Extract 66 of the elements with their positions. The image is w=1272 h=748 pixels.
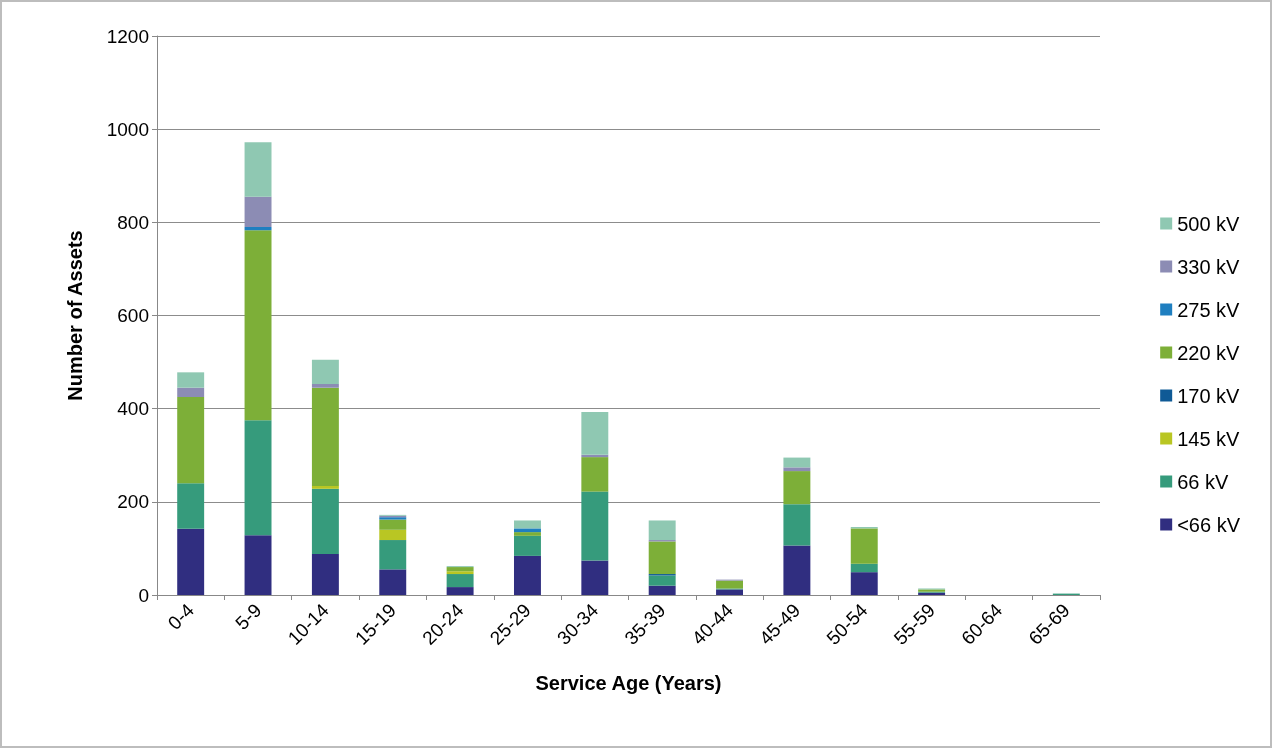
y-axis-title: Number of Assets <box>64 230 86 401</box>
bar <box>648 585 676 595</box>
bar <box>581 491 609 561</box>
bar <box>513 520 541 529</box>
legend-label: 330 kV <box>1177 255 1241 278</box>
bar <box>648 541 676 575</box>
bar <box>244 226 272 231</box>
bar <box>716 589 744 595</box>
bar <box>311 383 339 388</box>
y-tick-label: 1200 <box>106 25 149 47</box>
bar <box>244 142 272 197</box>
bar <box>311 486 339 489</box>
legend-label: 170 kV <box>1177 384 1241 407</box>
y-tick-label: 0 <box>138 584 149 606</box>
bar <box>850 528 878 564</box>
y-tick-label: 1000 <box>106 118 149 140</box>
bar <box>311 359 339 384</box>
bar <box>311 488 339 555</box>
bar <box>311 554 339 595</box>
y-tick-label: 400 <box>117 398 149 420</box>
bar <box>783 457 811 468</box>
legend-label: 275 kV <box>1177 298 1241 321</box>
bar <box>244 196 272 227</box>
x-axis-title: Service Age (Years) <box>535 672 722 694</box>
y-tick-label: 200 <box>117 491 149 513</box>
bar <box>379 540 407 570</box>
legend-label: 500 kV <box>1177 212 1241 235</box>
y-tick-label: 800 <box>117 211 149 233</box>
y-tick-label: 600 <box>117 305 149 326</box>
bar <box>177 397 205 484</box>
x-tick-label: 5-9 <box>231 599 266 634</box>
bar <box>177 387 205 398</box>
bar <box>244 420 272 536</box>
legend-label: 66 kV <box>1177 470 1229 493</box>
bar <box>581 411 609 455</box>
bar <box>379 519 407 530</box>
bar <box>581 457 609 492</box>
bar <box>244 230 272 421</box>
bar <box>379 569 407 595</box>
bar <box>783 471 811 505</box>
bar <box>311 387 339 486</box>
bar <box>177 483 205 529</box>
bar <box>513 532 541 536</box>
x-tick-label: 0-4 <box>163 599 199 634</box>
bar <box>446 571 474 575</box>
bar <box>581 560 609 595</box>
legend-label: <66 kV <box>1177 513 1241 536</box>
bar <box>513 535 541 556</box>
bar <box>850 572 878 595</box>
bar <box>177 372 205 388</box>
legend-label: 220 kV <box>1177 341 1241 364</box>
bar <box>379 529 407 541</box>
bar <box>783 467 811 472</box>
bar <box>648 520 676 541</box>
bar <box>648 575 676 586</box>
bar <box>177 528 205 595</box>
bar <box>446 587 474 595</box>
bar <box>513 528 541 533</box>
bar <box>850 563 878 573</box>
legend-label: 145 kV <box>1177 427 1241 450</box>
bar <box>783 545 811 595</box>
bar <box>244 535 272 595</box>
bar <box>513 555 541 595</box>
bar <box>446 567 474 572</box>
bar <box>783 504 811 546</box>
bar <box>446 574 474 588</box>
